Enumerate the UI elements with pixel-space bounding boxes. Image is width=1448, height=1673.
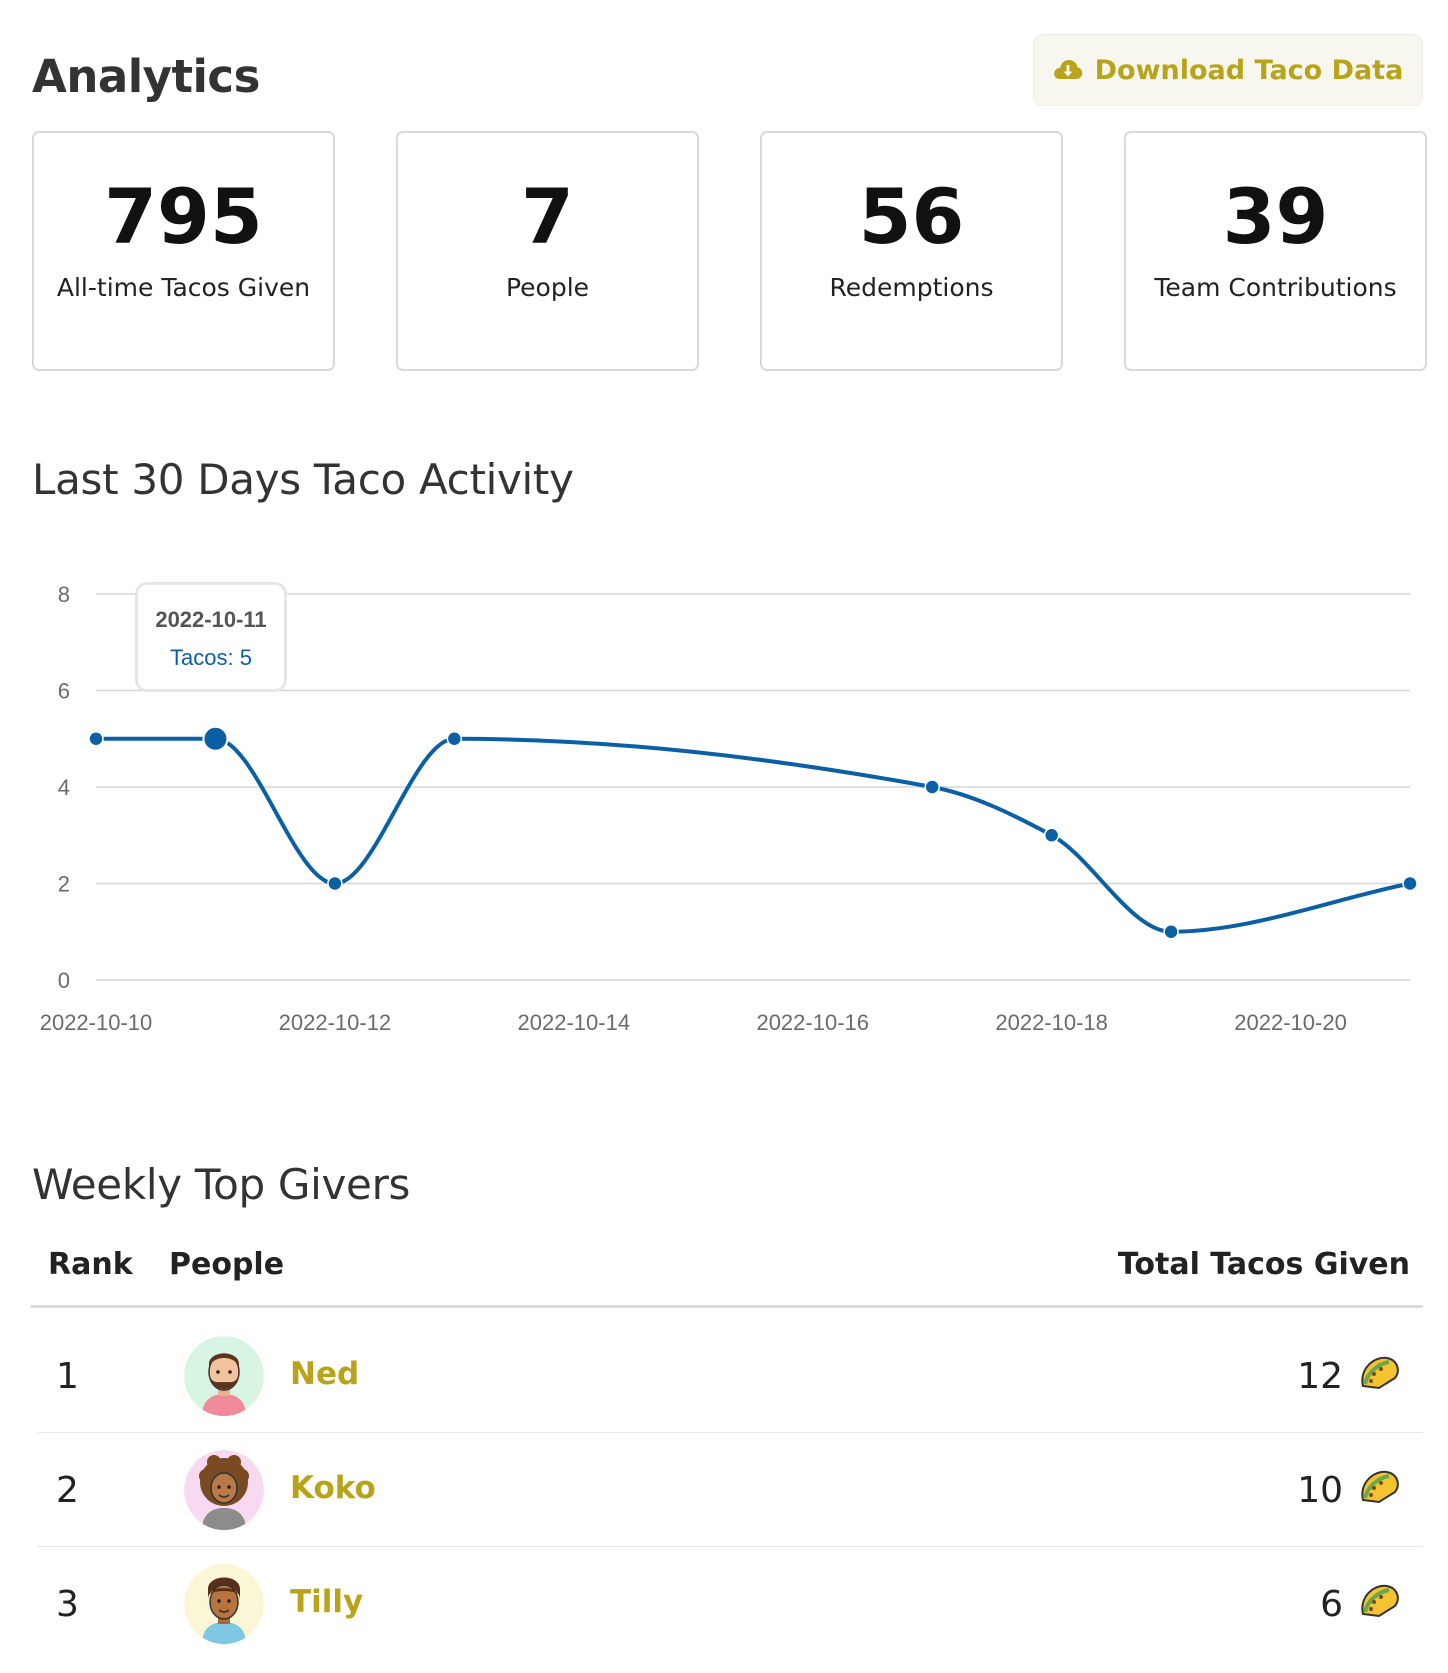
person-name-link[interactable]: Ned [290, 1356, 360, 1392]
avatar-ned[interactable] [184, 1336, 264, 1416]
y-tick-label: 2 [58, 872, 70, 897]
data-point [327, 875, 343, 892]
data-point [924, 779, 940, 795]
tooltip-value: Tacos: 5 [170, 645, 252, 670]
table-row: 1 Ned 12 [38, 1318, 1423, 1432]
taco-activity-line-chart: 0 2 4 6 8 2022-10-10 2022-10-12 2022-10-14 2022-… [40, 582, 1418, 1035]
stat-value: 795 [104, 172, 263, 261]
stat-value: 56 [858, 172, 965, 261]
column-header-total: Total Tacos Given [1117, 1247, 1410, 1282]
table-row: 3 Tilly 6 [38, 1546, 1423, 1660]
y-tick-label: 4 [58, 775, 70, 800]
stat-label: Redemptions [829, 273, 994, 302]
stat-label: People [505, 273, 590, 302]
data-point [1163, 924, 1179, 940]
leaderboard-title: Weekly Top Givers [32, 1160, 411, 1209]
download-taco-data-button[interactable]: Download Taco Data [1033, 34, 1423, 106]
data-point [446, 731, 463, 747]
rank-cell: 2 [56, 1470, 79, 1511]
total-tacos-cell: 12 [1297, 1356, 1343, 1397]
stat-card-people: 7 People [396, 131, 699, 371]
row-divider [38, 1432, 1423, 1433]
x-tick-label: 2022-10-16 [756, 1010, 869, 1035]
taco-icon [1361, 1470, 1399, 1504]
x-tick-label: 2022-10-12 [279, 1010, 392, 1035]
page-title: Analytics [32, 50, 260, 103]
taco-icon [1361, 1584, 1399, 1618]
activity-chart-title: Last 30 Days Taco Activity [32, 455, 574, 504]
taco-icon [1361, 1356, 1399, 1390]
person-name-link[interactable]: Koko [290, 1470, 376, 1506]
download-button-label: Download Taco Data [1094, 54, 1404, 86]
stat-label: Team Contributions [1154, 273, 1397, 302]
y-tick-label: 0 [58, 968, 70, 993]
rank-cell: 1 [56, 1356, 79, 1397]
table-row: 2 Koko 10 [38, 1432, 1423, 1546]
tooltip-date: 2022-10-11 [155, 607, 267, 632]
total-tacos-cell: 6 [1320, 1584, 1343, 1625]
data-point [1043, 827, 1060, 843]
column-header-people: People [169, 1247, 285, 1282]
y-tick-label: 8 [58, 582, 70, 607]
stat-value: 7 [521, 172, 574, 261]
avatar-tilly[interactable] [184, 1564, 264, 1644]
row-divider [38, 1546, 1423, 1547]
column-header-rank: Rank [48, 1247, 133, 1282]
x-tick-label: 2022-10-20 [1234, 1010, 1347, 1035]
y-tick-label: 6 [58, 679, 70, 704]
person-name-link[interactable]: Tilly [290, 1584, 364, 1620]
cloud-download-icon [1053, 57, 1083, 83]
data-point-highlighted [202, 725, 229, 752]
stat-card-all-time-tacos: 795 All-time Tacos Given [32, 131, 335, 371]
total-tacos-cell: 10 [1297, 1470, 1343, 1511]
rank-cell: 3 [56, 1584, 79, 1625]
data-point [1402, 875, 1418, 892]
x-tick-label: 2022-10-10 [40, 1010, 153, 1035]
x-tick-label: 2022-10-14 [518, 1010, 631, 1035]
x-tick-label: 2022-10-18 [995, 1010, 1108, 1035]
header-divider [31, 1305, 1423, 1308]
stat-value: 39 [1222, 172, 1329, 261]
chart-tooltip: 2022-10-11 Tacos: 5 [135, 582, 287, 692]
data-point [88, 731, 104, 747]
avatar-koko[interactable] [184, 1450, 264, 1530]
stat-card-team-contributions: 39 Team Contributions [1124, 131, 1427, 371]
series-line-tacos [96, 736, 1411, 934]
stat-label: All-time Tacos Given [56, 273, 311, 302]
stat-card-redemptions: 56 Redemptions [760, 131, 1063, 371]
